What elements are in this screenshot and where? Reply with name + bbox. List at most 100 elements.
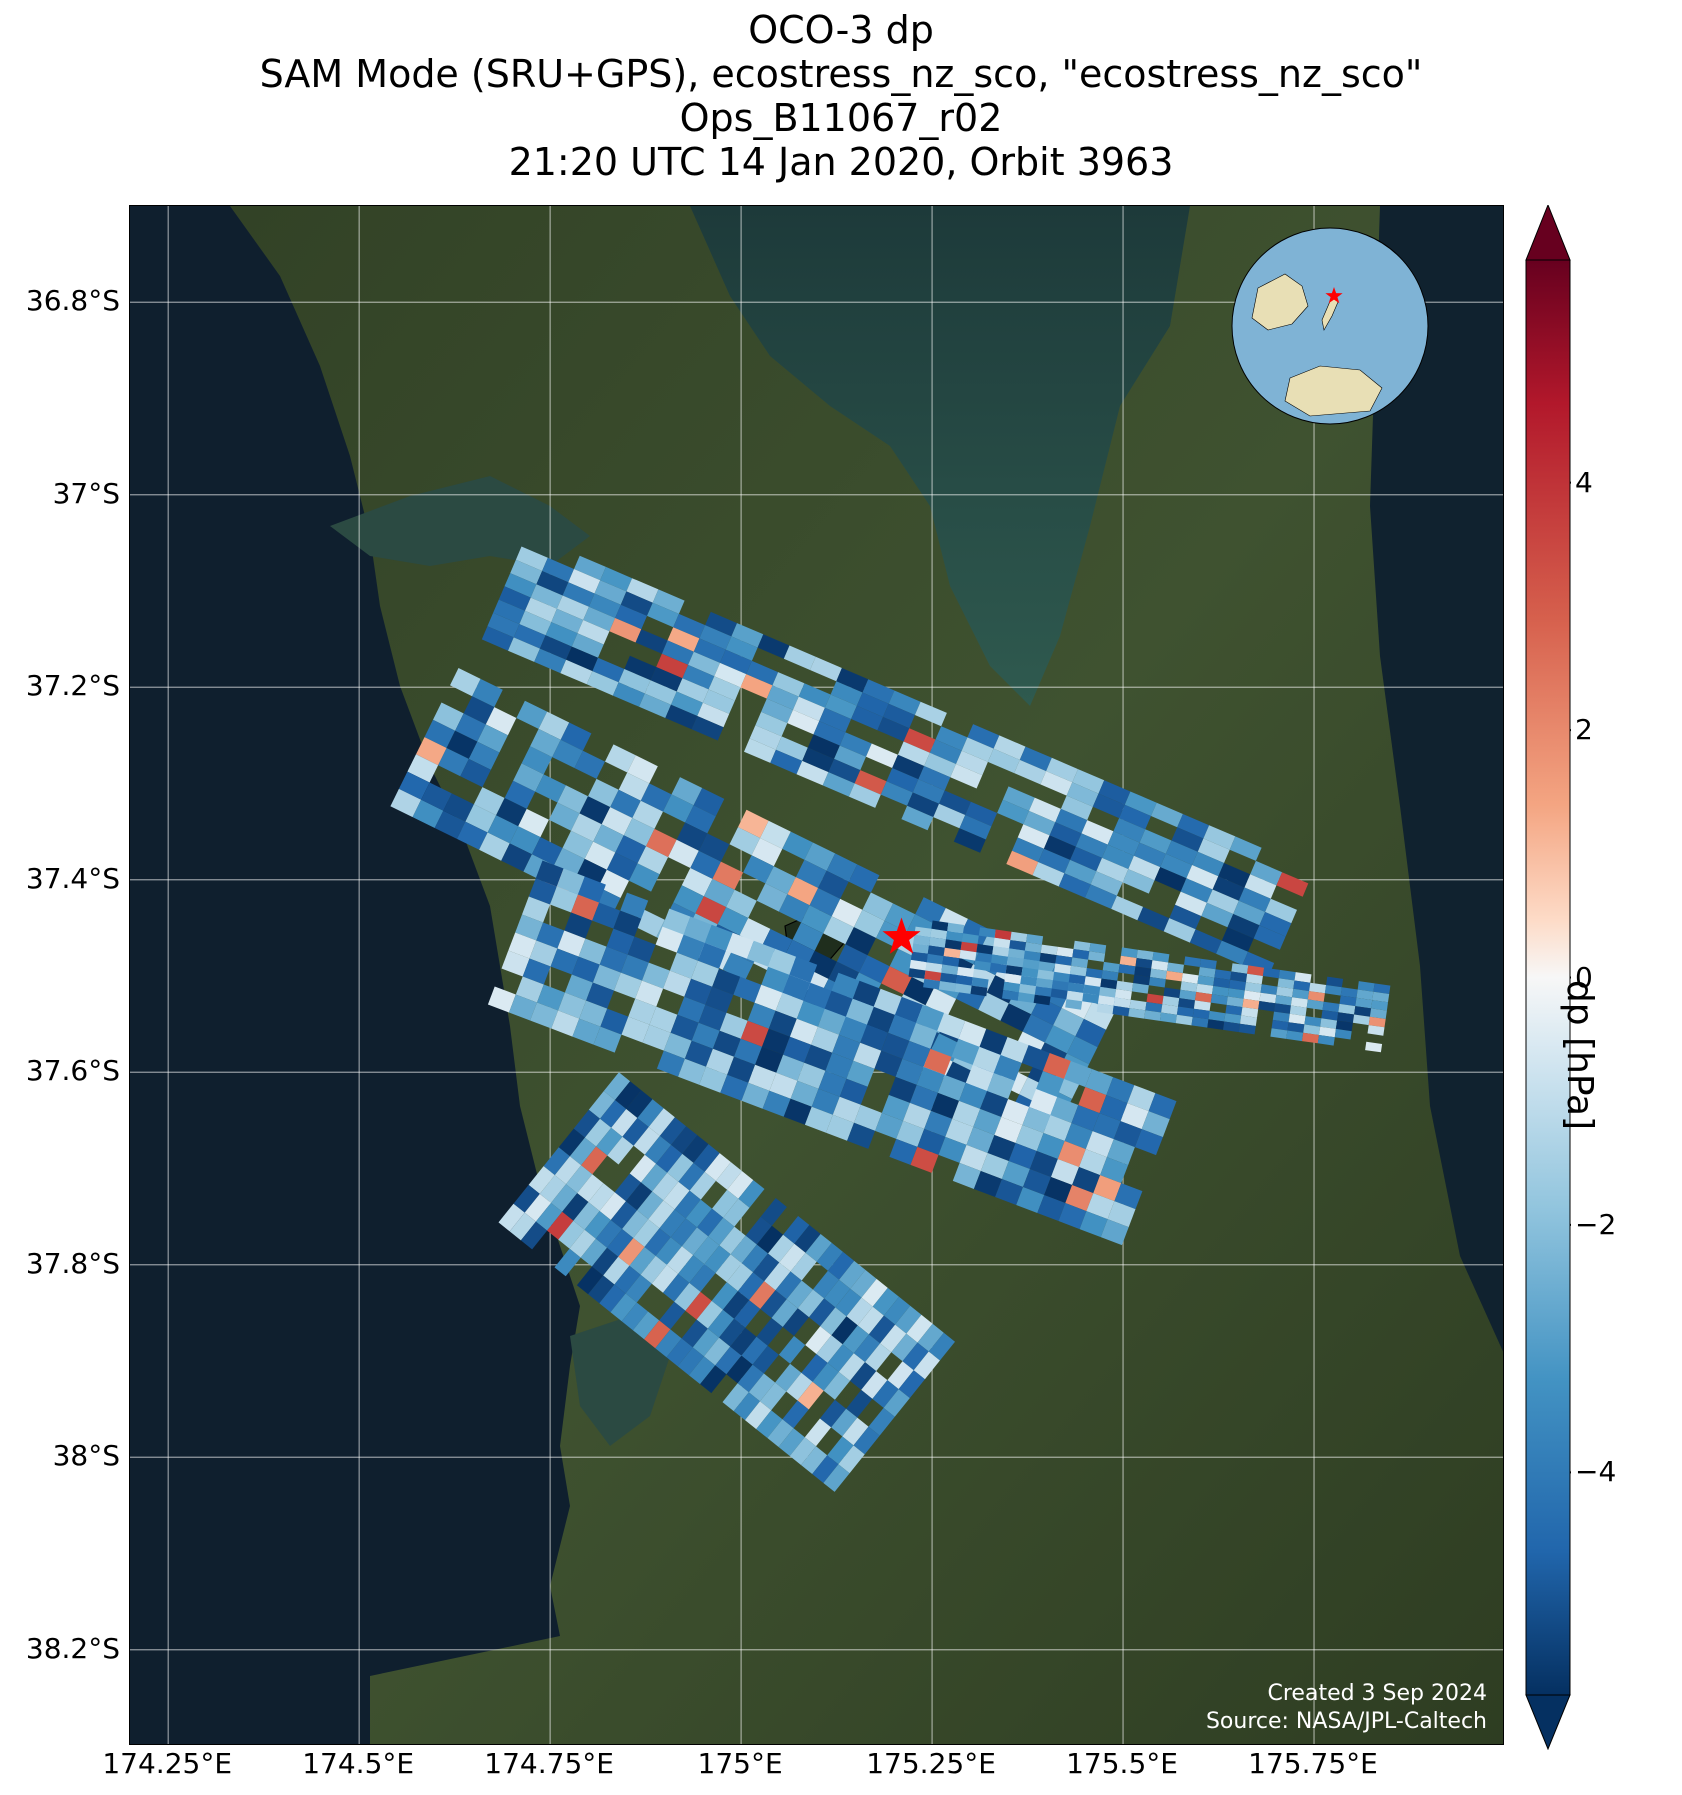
sounding-cell: [647, 602, 679, 628]
sounding-cell: [1306, 999, 1324, 1010]
sounding-cell: [1072, 1167, 1101, 1194]
sounding-cell: [738, 1180, 765, 1208]
sounding-cell: [1229, 979, 1246, 991]
sounding-cell: [756, 1225, 784, 1254]
sounding-cell: [659, 1301, 686, 1330]
sounding-cell: [1274, 1003, 1291, 1014]
sounding-cell: [707, 1309, 735, 1338]
target-star-icon[interactable]: [882, 917, 921, 954]
map-canvas[interactable]: [130, 206, 1504, 1745]
sounding-cell: [434, 810, 466, 839]
sounding-cell: [576, 1266, 604, 1295]
sounding-cell: [1241, 1007, 1259, 1018]
sounding-cell: [661, 640, 694, 665]
sounding-cell: [959, 1144, 988, 1171]
sounding-cell: [831, 898, 863, 928]
sounding-cell: [649, 1006, 678, 1033]
sounding-cell: [1081, 820, 1114, 845]
sounding-cell: [778, 1336, 806, 1364]
sounding-cell: [536, 571, 569, 596]
sounding-cell: [513, 1184, 540, 1213]
sounding-cell: [760, 1198, 787, 1226]
sounding-cell: [689, 1171, 716, 1200]
sounding-cell: [708, 676, 741, 701]
sounding-cell: [722, 1291, 750, 1319]
sounding-cell: [994, 929, 1012, 941]
sounding-cell: [976, 943, 994, 955]
sounding-cell: [937, 1012, 966, 1039]
sounding-cell: [846, 1060, 875, 1087]
sounding-cell: [581, 1146, 608, 1175]
sounding-cell: [614, 1265, 641, 1294]
sounding-cell: [807, 734, 840, 759]
latitude-tick-label: 37.4°S: [25, 861, 120, 895]
sounding-cell: [888, 1076, 917, 1103]
sounding-cell: [605, 744, 636, 773]
manukau-harbour: [330, 476, 590, 566]
sounding-cell: [655, 1329, 682, 1358]
sounding-cell: [1224, 1013, 1242, 1024]
sounding-cell: [722, 1383, 749, 1412]
sounding-cell: [839, 732, 872, 757]
sounding-cell: [412, 799, 444, 828]
sounding-cell: [407, 754, 439, 783]
sounding-cell: [819, 707, 852, 733]
sounding-cell: [946, 931, 963, 942]
sounding-cell: [579, 796, 611, 825]
sounding-cell: [531, 837, 563, 866]
sounding-cell: [1002, 990, 1019, 1001]
sounding-cell: [1031, 997, 1062, 1026]
sounding-cell: [465, 804, 497, 833]
sounding-cell: [1307, 991, 1325, 1002]
sounding-cell: [883, 1389, 910, 1417]
sounding-cell: [827, 1251, 855, 1280]
sounding-cell: [1043, 835, 1076, 860]
sounding-cell: [681, 1227, 709, 1256]
sounding-cell: [801, 1446, 828, 1474]
sounding-cell: [515, 546, 548, 571]
sounding-cell: [745, 1216, 772, 1245]
sounding-cell: [628, 998, 657, 1025]
sounding-cell: [1221, 927, 1254, 952]
sounding-cell: [685, 1199, 712, 1228]
sounding-cell: [1197, 975, 1215, 986]
sounding-cell: [578, 938, 607, 965]
sounding-cell: [1084, 976, 1102, 987]
sounding-cell: [615, 1081, 642, 1109]
sounding-cell: [938, 1136, 967, 1163]
sounding-cell: [798, 683, 831, 708]
sounding-cell: [614, 1173, 641, 1202]
sounding-cell: [1119, 804, 1151, 830]
sounding-cell: [931, 1092, 959, 1119]
sounding-cell: [1141, 1111, 1170, 1138]
sounding-cell: [446, 730, 478, 759]
sounding-cell: [651, 1264, 679, 1293]
map-panel[interactable]: Created 3 Sep 2024 Source: NASA/JPL-Calt…: [129, 205, 1504, 1745]
sounding-cell: [685, 1291, 712, 1320]
sounding-cell: [775, 1271, 802, 1300]
sounding-cell: [1023, 810, 1056, 836]
sounding-cell: [1372, 991, 1390, 1003]
created-date: Created 3 Sep 2024: [1267, 1681, 1488, 1706]
sounding-cell: [1260, 984, 1278, 995]
sounding-cell: [857, 1306, 884, 1335]
sounding-cell: [1319, 1026, 1336, 1038]
sounding-cell: [1368, 1016, 1386, 1028]
sounding-cell: [812, 1270, 840, 1299]
sounding-cell: [823, 916, 854, 945]
sounding-cell: [842, 1417, 869, 1446]
sounding-cell: [539, 635, 572, 660]
sounding-cell: [573, 1202, 600, 1230]
sounding-cell: [1354, 1006, 1372, 1017]
sounding-cell: [1270, 1028, 1288, 1039]
sounding-cell: [593, 1026, 622, 1053]
sounding-cell: [862, 679, 895, 704]
sounding-cell: [767, 1419, 794, 1447]
sounding-cell: [677, 1347, 704, 1376]
sounding-cell: [591, 1247, 619, 1276]
sounding-cell: [960, 941, 978, 953]
sounding-cell: [1243, 990, 1261, 1001]
sounding-cell: [854, 770, 887, 795]
sounding-cell: [816, 1242, 843, 1271]
sounding-cell: [525, 597, 557, 623]
